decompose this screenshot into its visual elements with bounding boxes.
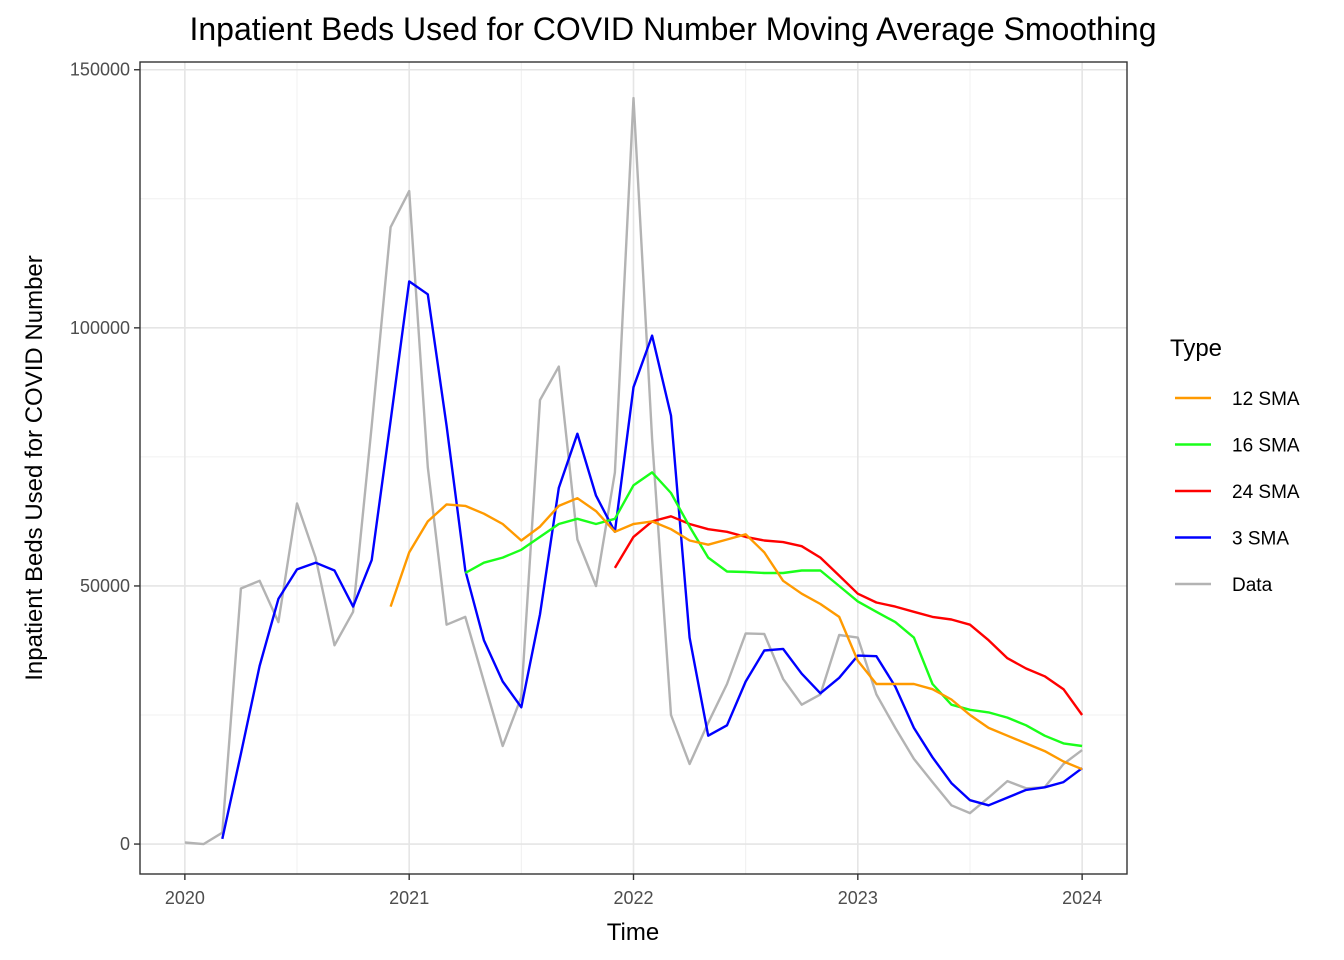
x-tick-label: 2023: [838, 888, 878, 908]
y-tick-label: 150000: [70, 60, 130, 80]
series-line-12-sma: [389, 497, 1083, 771]
major-gridlines: [140, 62, 1127, 874]
series-line-16-sma: [464, 471, 1083, 748]
x-tick-label: 2022: [613, 888, 653, 908]
x-tick-label: 2020: [165, 888, 205, 908]
chart-title: Inpatient Beds Used for COVID Number Mov…: [189, 11, 1156, 47]
legend-label-12-sma: 12 SMA: [1232, 389, 1300, 410]
legend: Type 12 SMA 16 SMA 24 SMA 3 SMA Data: [1170, 335, 1300, 596]
series-lines: [184, 96, 1084, 846]
series-line-24-sma: [613, 515, 1084, 716]
y-axis-title: Inpatient Beds Used for COVID Number: [21, 255, 48, 681]
series-line-3-sma: [221, 280, 1083, 840]
legend-label-24-sma: 24 SMA: [1232, 482, 1300, 503]
x-axis: 2020 2021 2022 2023 2024: [165, 874, 1102, 908]
legend-label-16-sma: 16 SMA: [1232, 436, 1300, 457]
y-axis: 0 50000 100000 150000: [70, 60, 140, 854]
y-tick-label: 0: [120, 834, 130, 854]
legend-label-3-sma: 3 SMA: [1232, 529, 1289, 550]
legend-label-data: Data: [1232, 575, 1273, 596]
x-tick-label: 2021: [389, 888, 429, 908]
series-line-data: [184, 96, 1083, 846]
legend-title: Type: [1170, 335, 1222, 362]
y-tick-label: 100000: [70, 318, 130, 338]
y-tick-label: 50000: [80, 576, 130, 596]
x-tick-label: 2024: [1062, 888, 1102, 908]
x-axis-title: Time: [607, 919, 659, 946]
